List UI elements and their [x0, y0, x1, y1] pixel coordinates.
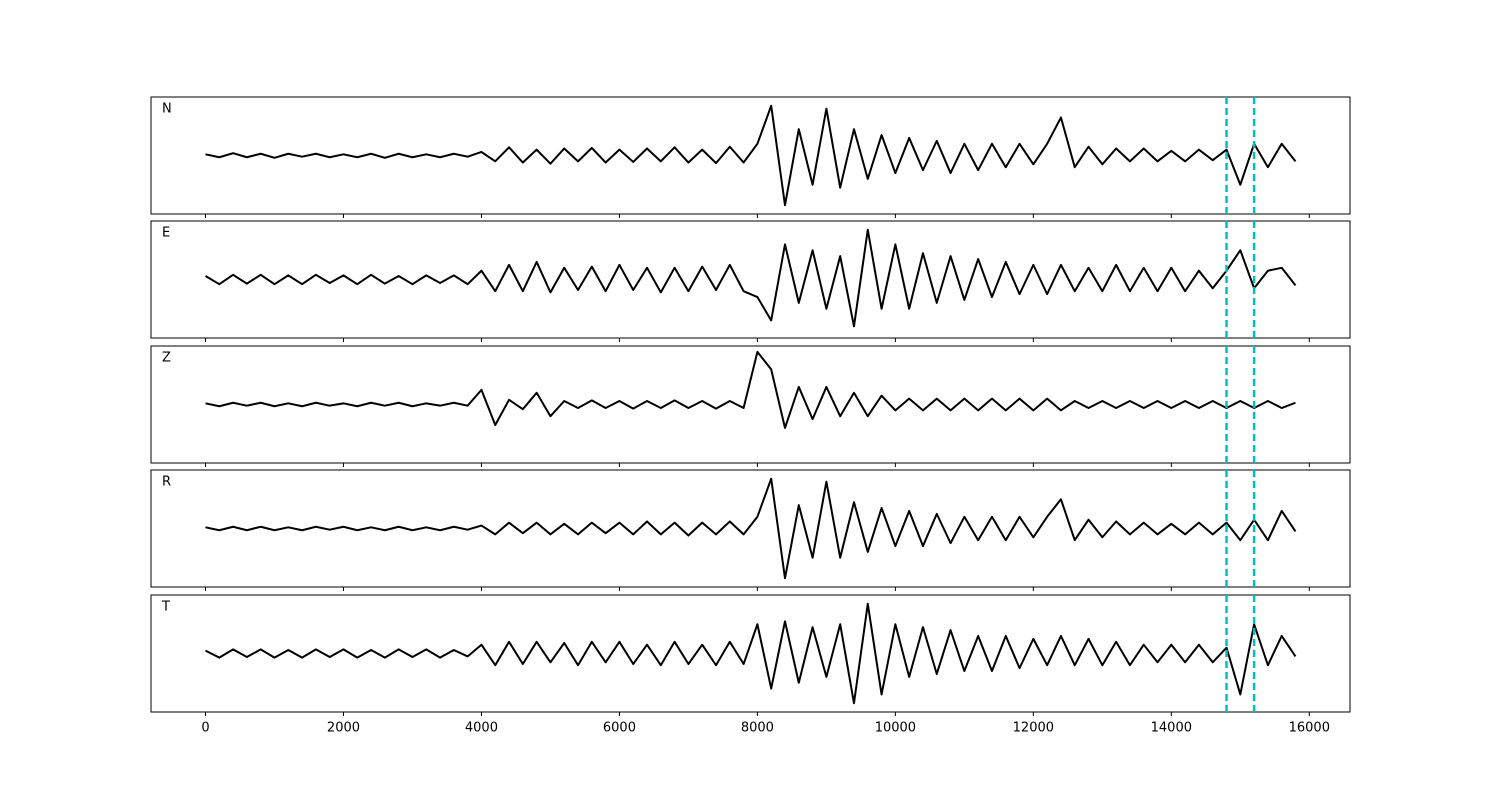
- panel-label: R: [162, 475, 171, 490]
- trace-line: [205, 350, 1296, 429]
- x-tick-label: 2000: [327, 721, 360, 736]
- trace-line: [205, 602, 1297, 705]
- panel-label: E: [162, 226, 170, 241]
- x-tick-label: 4000: [465, 721, 498, 736]
- x-tick-label: 16000: [1289, 721, 1330, 736]
- trace-line: [205, 104, 1297, 207]
- trace-line: [205, 477, 1297, 580]
- panel-frame: [150, 96, 1351, 215]
- x-tick-label: 6000: [603, 721, 636, 736]
- x-tick-label: 0: [201, 721, 209, 736]
- x-tick-label: 8000: [741, 721, 774, 736]
- panel-frame: [150, 594, 1351, 713]
- trace-line: [204, 228, 1297, 328]
- x-tick-label: 10000: [875, 721, 916, 736]
- x-tick-label: 14000: [1151, 721, 1192, 736]
- panel-label: T: [161, 600, 170, 615]
- panel-frame: [150, 220, 1351, 339]
- x-tick-label: 12000: [1013, 721, 1054, 736]
- panel-label: Z: [162, 351, 171, 366]
- panel-label: N: [162, 102, 172, 117]
